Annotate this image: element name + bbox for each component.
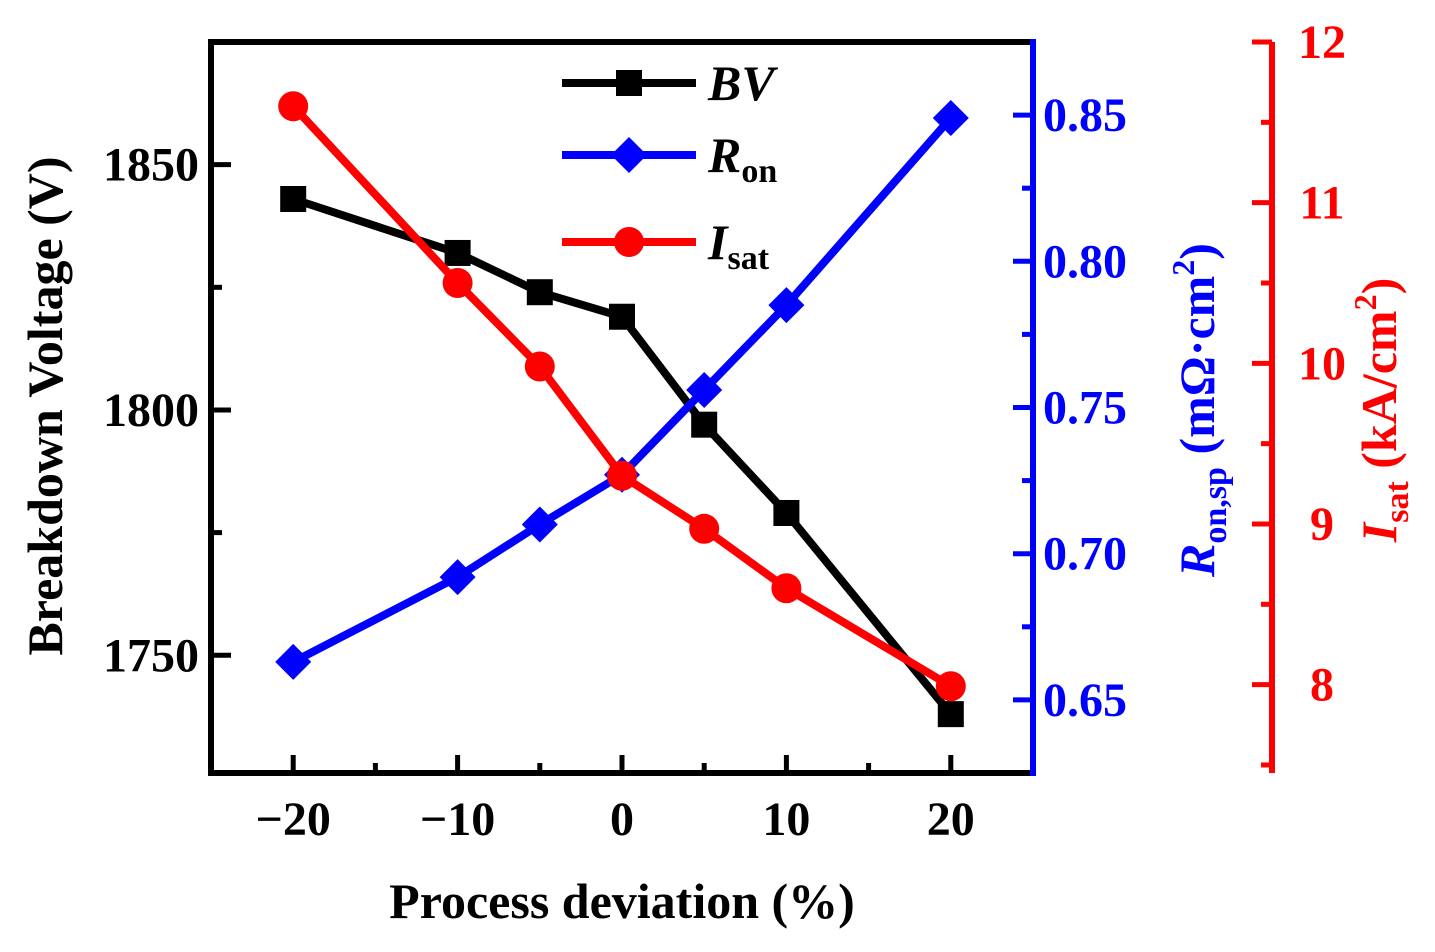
ron-y-tick-label: 0.70: [1043, 528, 1127, 581]
data-point-isat: [524, 351, 555, 382]
series-line-bv: [291, 195, 954, 717]
x-tick-label: −20: [256, 793, 331, 846]
isat-y-tick-label: 10: [1298, 337, 1346, 390]
axis-layer: −20 −10 0 10 20 1750 1800 1850 0.65 0.70 0.75 0.80 0…: [103, 16, 1416, 846]
data-point-isat: [935, 671, 966, 702]
ron-y-tick-label: 0.85: [1043, 89, 1127, 142]
data-point-ron: [686, 371, 723, 408]
legend-marker: [611, 137, 647, 173]
data-point-ron: [932, 100, 969, 137]
data-point-isat: [607, 460, 637, 491]
ron-y-axis-title: Ron,sp (mΩ·cm2): [1165, 243, 1234, 578]
series-layer: [275, 91, 969, 728]
data-point-bv: [526, 279, 553, 306]
legend-label: BV: [707, 55, 778, 111]
data-point-isat: [442, 267, 473, 298]
x-axis-title: Process deviation (%): [389, 873, 855, 929]
legend-label: Isat: [707, 214, 770, 277]
data-point-bv: [444, 239, 471, 266]
data-point-isat: [771, 573, 802, 604]
data-point-isat: [278, 91, 309, 122]
x-tick-label: 0: [610, 793, 634, 846]
x-tick-label: −10: [420, 793, 495, 846]
data-point-ron: [275, 643, 312, 680]
x-tick-label: 20: [927, 793, 975, 846]
ron-y-tick-label: 0.80: [1043, 235, 1127, 288]
ron-y-tick-label: 0.75: [1043, 382, 1127, 435]
data-point-bv: [280, 185, 307, 212]
left-y-axis-title: Breakdown Voltage (V): [17, 156, 73, 655]
data-point-bv: [609, 303, 635, 330]
isat-y-tick-label: 9: [1310, 498, 1334, 551]
legend-marker: [614, 227, 644, 257]
series-line-ron: [291, 115, 954, 666]
data-point-isat: [689, 513, 720, 544]
data-point-ron: [521, 506, 558, 543]
legend: BV Ron Isat: [562, 55, 778, 277]
data-point-bv: [773, 499, 800, 526]
left-y-tick-label: 1750: [103, 629, 199, 682]
isat-y-tick-label: 11: [1299, 177, 1344, 230]
data-point-ron: [768, 287, 805, 324]
data-point-bv: [937, 701, 964, 728]
legend-marker: [616, 70, 642, 96]
isat-y-tick-label: 8: [1310, 659, 1334, 712]
ron-y-tick-label: 0.65: [1043, 674, 1127, 727]
x-tick-label: 10: [762, 793, 810, 846]
left-y-tick-label: 1850: [103, 139, 199, 192]
legend-label: Ron: [707, 127, 777, 190]
data-point-bv: [691, 411, 718, 438]
left-y-tick-label: 1800: [103, 384, 199, 437]
isat-y-axis-title: Isat (kA/cm2): [1347, 278, 1416, 544]
isat-y-tick-label: 12: [1298, 16, 1346, 69]
data-point-ron: [439, 559, 476, 596]
